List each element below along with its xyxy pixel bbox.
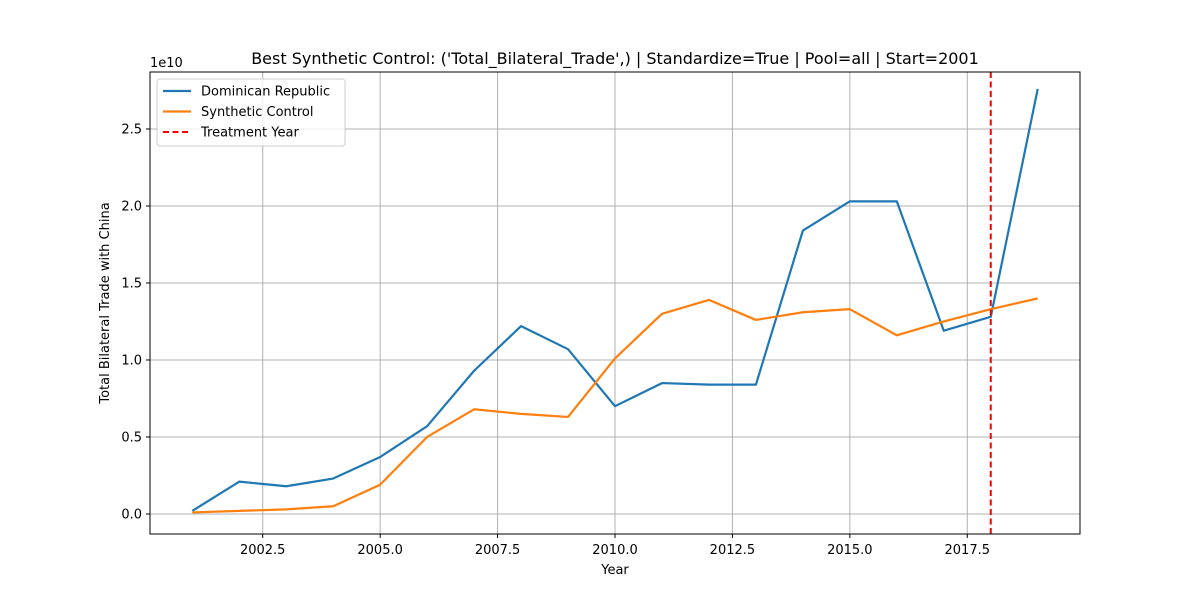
x-tick-label: 2007.5 [475, 543, 521, 558]
y-axis-scale-label: 1e10 [150, 56, 183, 71]
series-line-dominican-republic [191, 88, 1039, 512]
x-axis-label: Year [600, 563, 629, 578]
legend-box [156, 78, 346, 147]
series-line-synthetic-control [192, 297, 1038, 514]
y-tick-label: 1.0 [121, 353, 142, 368]
x-tick-label: 2005.0 [357, 543, 403, 558]
y-axis-ticks: 0.0 0.5 1.0 1.5 2.0 2.5 [121, 122, 150, 522]
x-axis-ticks: 2002.5 2005.0 2007.5 2010.0 2012.5 2015.0 2017… [240, 534, 990, 558]
legend: Dominican Republic Synthetic Control Tre… [156, 78, 346, 147]
x-tick-label: 2010.0 [592, 543, 638, 558]
x-tick-label: 2002.5 [240, 543, 286, 558]
x-tick-label: 2012.5 [710, 543, 756, 558]
legend-label-dominican-republic: Dominican Republic [201, 85, 330, 100]
legend-label-treatment-year: Treatment Year [200, 126, 299, 141]
y-tick-label: 0.5 [121, 430, 142, 445]
legend-label-synthetic-control: Synthetic Control [201, 105, 314, 120]
grid-lines [150, 72, 1080, 534]
series-layer [191, 88, 1039, 514]
y-tick-label: 0.0 [121, 507, 142, 522]
y-tick-label: 1.5 [121, 276, 142, 291]
y-tick-label: 2.0 [121, 199, 142, 214]
chart-title: Best Synthetic Control: ('Total_Bilatera… [251, 49, 979, 69]
x-tick-label: 2015.0 [827, 543, 873, 558]
y-tick-label: 2.5 [121, 122, 142, 137]
x-tick-label: 2017.5 [945, 543, 991, 558]
y-axis-label: Total Bilateral Trade with China [98, 202, 113, 404]
